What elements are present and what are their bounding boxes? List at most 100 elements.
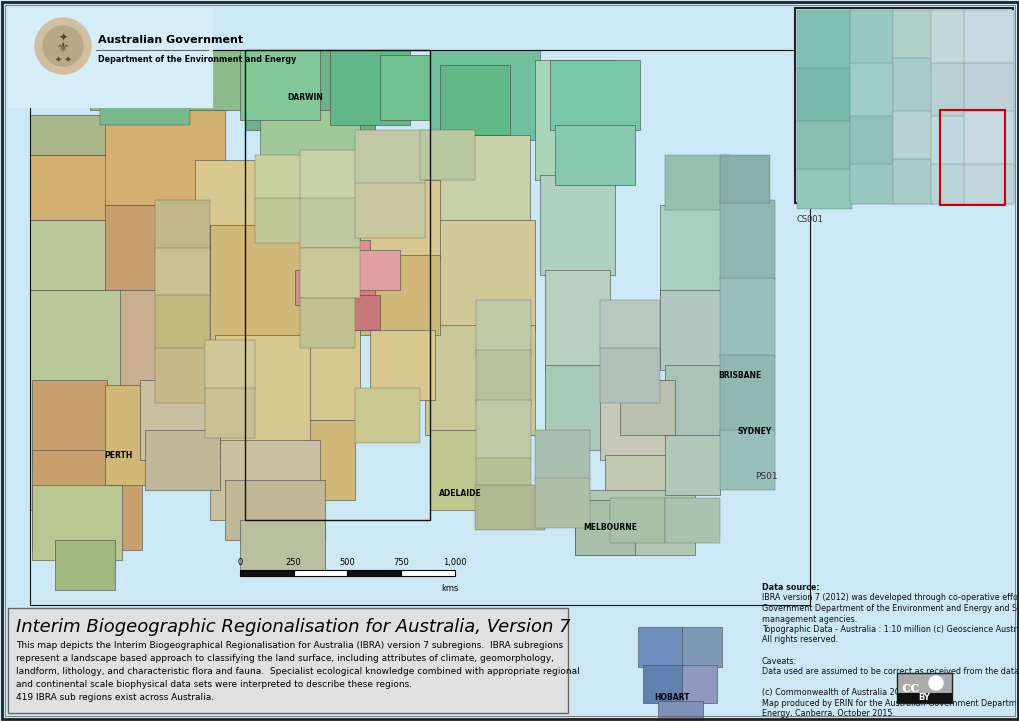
Bar <box>420 130 475 180</box>
Text: Topographic Data - Australia : 1:10 million (c) Geoscience Australia, 1994.: Topographic Data - Australia : 1:10 mill… <box>761 625 1019 634</box>
Text: Map produced by ERIN for the Australian Government Department of the Environment: Map produced by ERIN for the Australian … <box>761 699 1019 707</box>
Bar <box>892 10 932 60</box>
Bar <box>100 70 190 125</box>
Bar <box>425 325 535 435</box>
Bar <box>215 335 310 445</box>
Text: 500: 500 <box>339 558 355 567</box>
Bar <box>380 55 430 120</box>
Bar <box>599 348 659 403</box>
Bar <box>796 169 851 209</box>
Bar <box>796 10 851 70</box>
Bar <box>339 295 380 330</box>
Text: management agencies.: management agencies. <box>761 614 856 624</box>
Bar <box>105 205 210 290</box>
Bar <box>260 110 360 190</box>
Bar <box>476 458 531 508</box>
Bar <box>664 155 730 210</box>
Circle shape <box>928 676 943 690</box>
Bar <box>719 430 774 490</box>
Bar <box>896 673 951 703</box>
Bar <box>719 200 774 280</box>
Bar <box>32 485 122 560</box>
Bar <box>430 135 530 225</box>
Bar <box>657 701 702 721</box>
Bar <box>8 8 213 108</box>
Bar <box>255 420 355 500</box>
Text: cc: cc <box>901 681 919 695</box>
Bar <box>30 290 125 510</box>
Bar <box>719 155 769 203</box>
Bar <box>892 111 932 161</box>
Bar <box>32 380 107 470</box>
Bar <box>719 278 774 358</box>
Bar <box>330 50 410 125</box>
Text: HOBART: HOBART <box>653 692 689 702</box>
Bar <box>659 205 735 295</box>
Bar <box>293 570 347 576</box>
Bar <box>963 111 1013 166</box>
Bar <box>637 627 683 667</box>
Bar <box>535 430 589 480</box>
Text: This map depicts the Interim Biogeographical Regionalisation for Australia (IBRA: This map depicts the Interim Biogeograph… <box>16 641 562 650</box>
Bar <box>320 285 375 330</box>
Text: ⚜: ⚜ <box>57 41 69 55</box>
Bar <box>105 110 225 205</box>
Bar <box>642 665 683 703</box>
Bar <box>575 490 694 555</box>
Bar <box>849 116 894 166</box>
Bar <box>682 665 716 703</box>
Bar <box>245 185 375 305</box>
Bar <box>719 355 774 435</box>
Text: SYDNEY: SYDNEY <box>737 428 771 436</box>
Bar <box>892 58 932 113</box>
Bar <box>300 248 360 298</box>
Bar <box>963 164 1013 204</box>
Bar <box>439 65 510 135</box>
Circle shape <box>35 18 91 74</box>
Bar <box>896 693 951 703</box>
Text: Interim Biogeographic Regionalisation for Australia, Version 7: Interim Biogeographic Regionalisation fo… <box>16 618 570 636</box>
Bar <box>239 50 320 120</box>
Bar <box>796 121 851 171</box>
Text: ✦: ✦ <box>58 33 67 43</box>
Text: Department of the Environment and Energy: Department of the Environment and Energy <box>98 56 297 64</box>
Text: 1,000: 1,000 <box>442 558 467 567</box>
Bar <box>155 200 210 250</box>
Text: PS01: PS01 <box>754 472 776 481</box>
Bar <box>225 480 325 540</box>
Bar <box>360 255 439 335</box>
Bar <box>430 430 530 510</box>
Bar <box>300 298 355 348</box>
Text: ADELAIDE: ADELAIDE <box>438 489 481 497</box>
Bar <box>239 570 293 576</box>
Text: represent a landscape based approach to classifying the land surface, including : represent a landscape based approach to … <box>16 654 553 663</box>
Bar <box>347 570 400 576</box>
Bar <box>120 290 200 390</box>
Bar <box>90 50 245 110</box>
Text: 750: 750 <box>393 558 409 567</box>
Text: BY: BY <box>917 694 929 702</box>
Bar <box>430 50 539 140</box>
Text: PERTH: PERTH <box>104 451 132 459</box>
Bar <box>250 300 360 420</box>
Bar <box>664 498 719 543</box>
Text: Government Department of the Environment and Energy and State/Territory land: Government Department of the Environment… <box>761 604 1019 613</box>
Bar <box>195 160 265 225</box>
Bar <box>30 155 150 220</box>
Bar <box>239 520 325 570</box>
Bar <box>205 340 255 390</box>
Bar <box>355 183 425 238</box>
Text: landform, lithology, and characteristic flora and fauna.  Specialist ecological : landform, lithology, and characteristic … <box>16 667 579 676</box>
Bar <box>210 440 320 520</box>
Bar <box>205 388 255 438</box>
Bar <box>55 540 115 590</box>
Bar <box>664 365 725 440</box>
Bar <box>963 10 1013 65</box>
Text: 250: 250 <box>285 558 302 567</box>
Bar <box>300 150 360 200</box>
Bar <box>549 60 639 130</box>
Bar <box>355 250 399 290</box>
Bar <box>535 478 589 528</box>
Bar <box>245 50 430 520</box>
Bar <box>604 455 689 525</box>
